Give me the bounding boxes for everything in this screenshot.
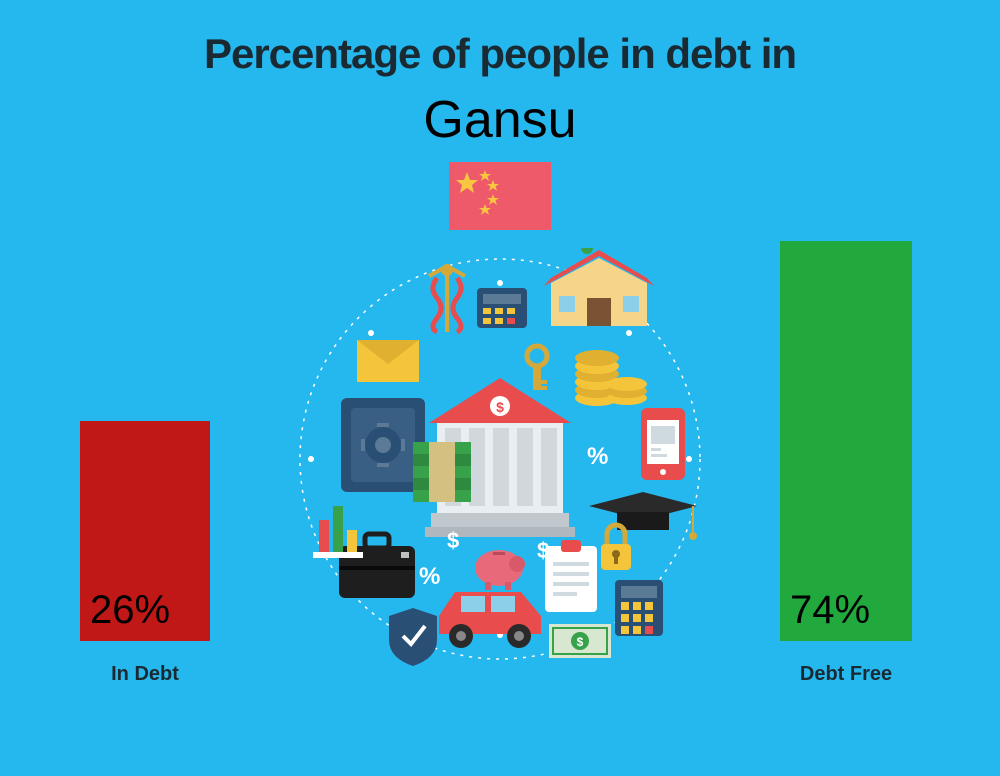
debt-free-bar-fill: 74%	[780, 241, 912, 641]
safe-icon	[341, 398, 425, 492]
in-debt-value: 26%	[90, 588, 170, 633]
barchart-icon	[313, 506, 363, 558]
china-flag-icon	[449, 162, 551, 230]
svg-text:$: $	[496, 399, 504, 415]
page-title: Percentage of people in debt in	[0, 30, 1000, 78]
shield-icon	[389, 608, 437, 666]
dollar-icon: $	[447, 528, 459, 553]
percent-icon: %	[587, 443, 608, 470]
flag-bg	[449, 162, 551, 230]
keys-icon	[527, 346, 547, 390]
percent-icon: %	[419, 563, 440, 590]
coins-icon	[575, 350, 647, 406]
finance-illustration-icon: $ % % $ $	[289, 248, 711, 670]
piggy-icon	[475, 550, 525, 590]
calculator-icon	[477, 288, 527, 328]
svg-text:$: $	[577, 635, 584, 649]
debt-free-label: Debt Free	[800, 663, 892, 686]
in-debt-label: In Debt	[111, 663, 179, 686]
debt-free-bar: 74% Debt Free	[780, 241, 912, 641]
in-debt-bar-fill: 26%	[80, 421, 210, 641]
house-icon	[544, 250, 654, 326]
page-subtitle: Gansu	[0, 90, 1000, 150]
caduceus-icon	[429, 264, 465, 332]
envelope-icon	[357, 340, 419, 382]
in-debt-bar: 26% In Debt	[80, 421, 210, 641]
cash-stack-icon	[413, 442, 471, 502]
car-icon	[439, 592, 541, 648]
debt-free-value: 74%	[790, 588, 870, 633]
padlock-icon	[601, 525, 631, 570]
dollar-bill-icon: $	[549, 624, 611, 658]
phone-icon	[641, 408, 685, 480]
calculator2-icon	[615, 580, 663, 636]
